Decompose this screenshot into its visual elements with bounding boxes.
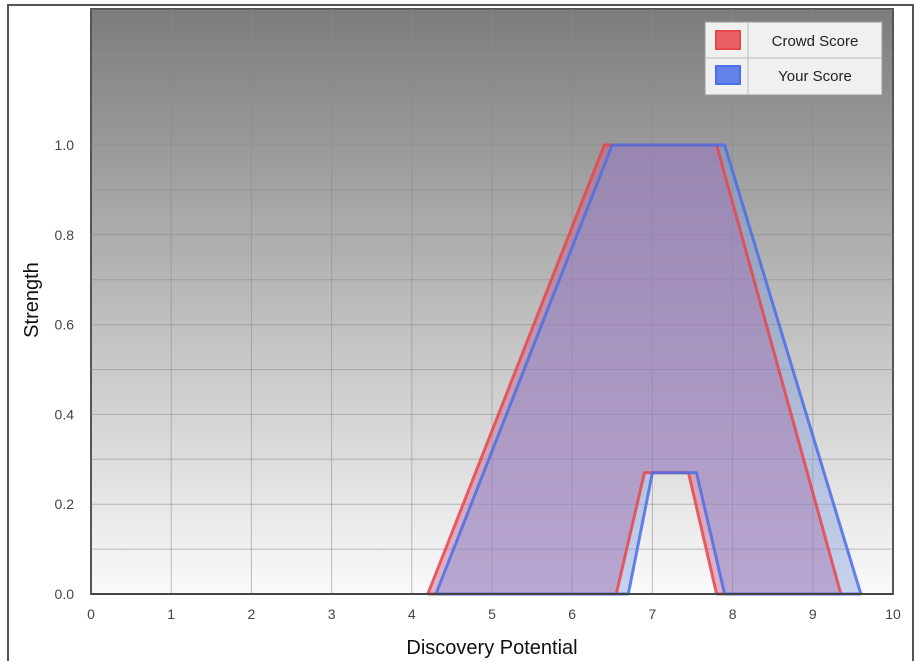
- x-tick-label: 10: [885, 606, 901, 622]
- legend-label-your-score: Your Score: [778, 68, 852, 85]
- y-axis-title: Strength: [21, 262, 43, 338]
- x-axis-ticks: 0 1 2 3 4 5 6 7 8 9 10: [87, 606, 901, 622]
- series-area-crowd-score: [427, 145, 841, 594]
- x-tick-label: 5: [488, 606, 496, 622]
- y-tick-label: 0.6: [55, 317, 75, 333]
- legend-swatch-your-score: [715, 65, 741, 85]
- x-tick-label: 9: [809, 606, 817, 622]
- y-tick-label: 0.4: [55, 406, 75, 422]
- series-layer: [426, 143, 863, 596]
- x-tick-label: 1: [167, 606, 175, 622]
- series-outline-your-score: [434, 143, 863, 595]
- x-tick-label: 6: [568, 606, 576, 622]
- y-tick-label: 0.2: [55, 496, 75, 512]
- legend-label-crowd-score: Crowd Score: [772, 33, 859, 50]
- series-inner-outline-your-score: [626, 471, 727, 595]
- x-tick-label: 0: [87, 606, 95, 622]
- x-tick-label: 3: [328, 606, 336, 622]
- x-tick-label: 4: [408, 606, 416, 622]
- legend-item-your-score[interactable]: Your Score: [715, 65, 852, 85]
- y-tick-label: 0.0: [55, 586, 75, 602]
- legend-item-crowd-score[interactable]: Crowd Score: [715, 30, 859, 50]
- x-tick-label: 8: [729, 606, 737, 622]
- x-tick-label: 7: [649, 606, 657, 622]
- y-tick-label: 0.8: [55, 227, 75, 243]
- y-tick-label: 1.0: [55, 137, 75, 153]
- legend: Crowd Score Your Score: [704, 21, 883, 96]
- chart-frame: [7, 4, 914, 661]
- x-axis-title: Discovery Potential: [406, 637, 577, 659]
- x-tick-label: 2: [248, 606, 256, 622]
- legend-swatch-crowd-score: [715, 30, 741, 50]
- series-area-your-score: [435, 145, 861, 594]
- y-axis-ticks: 0.0 0.2 0.4 0.6 0.8 1.0: [55, 137, 75, 602]
- grid-lines: [91, 9, 893, 594]
